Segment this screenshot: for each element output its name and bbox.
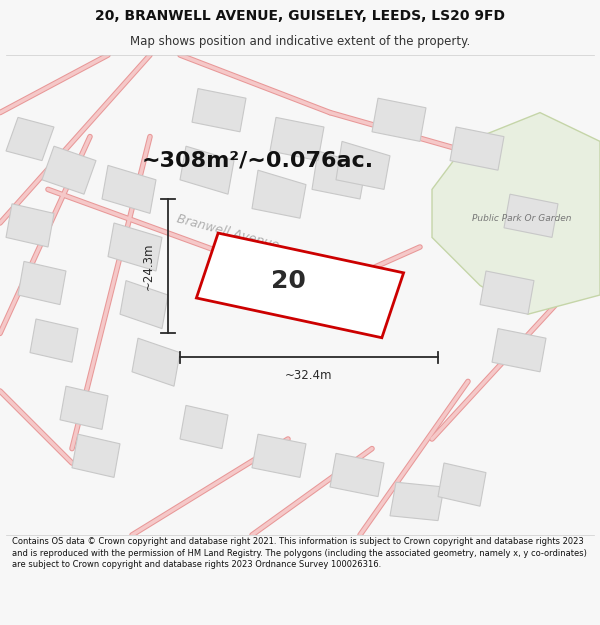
Polygon shape [312,151,366,199]
Polygon shape [504,194,558,238]
Polygon shape [270,118,324,161]
Polygon shape [72,434,120,478]
Polygon shape [432,112,600,314]
Polygon shape [120,281,168,329]
Polygon shape [450,127,504,170]
Text: Map shows position and indicative extent of the property.: Map shows position and indicative extent… [130,35,470,48]
Polygon shape [6,204,54,247]
Text: ~24.3m: ~24.3m [142,242,155,290]
Polygon shape [30,319,78,362]
Polygon shape [492,329,546,372]
Polygon shape [372,98,426,141]
Text: Branwell Avenue: Branwell Avenue [175,213,281,253]
Text: Contains OS data © Crown copyright and database right 2021. This information is : Contains OS data © Crown copyright and d… [12,537,587,569]
Polygon shape [132,338,180,386]
Polygon shape [252,170,306,218]
Polygon shape [180,146,234,194]
Polygon shape [180,406,228,449]
Polygon shape [42,146,96,194]
Polygon shape [6,118,54,161]
Polygon shape [438,463,486,506]
Polygon shape [18,261,66,304]
Text: Public Park Or Garden: Public Park Or Garden [472,214,572,222]
Polygon shape [192,89,246,132]
Polygon shape [330,453,384,497]
Polygon shape [102,166,156,213]
Text: 20, BRANWELL AVENUE, GUISELEY, LEEDS, LS20 9FD: 20, BRANWELL AVENUE, GUISELEY, LEEDS, LS… [95,9,505,24]
Text: ~32.4m: ~32.4m [285,369,333,382]
Polygon shape [108,223,162,271]
Polygon shape [60,386,108,429]
Polygon shape [196,233,404,338]
Text: 20: 20 [271,269,305,292]
Polygon shape [252,434,306,478]
Polygon shape [336,141,390,189]
Polygon shape [480,271,534,314]
Polygon shape [390,482,444,521]
Text: ~308m²/~0.076ac.: ~308m²/~0.076ac. [142,151,374,171]
